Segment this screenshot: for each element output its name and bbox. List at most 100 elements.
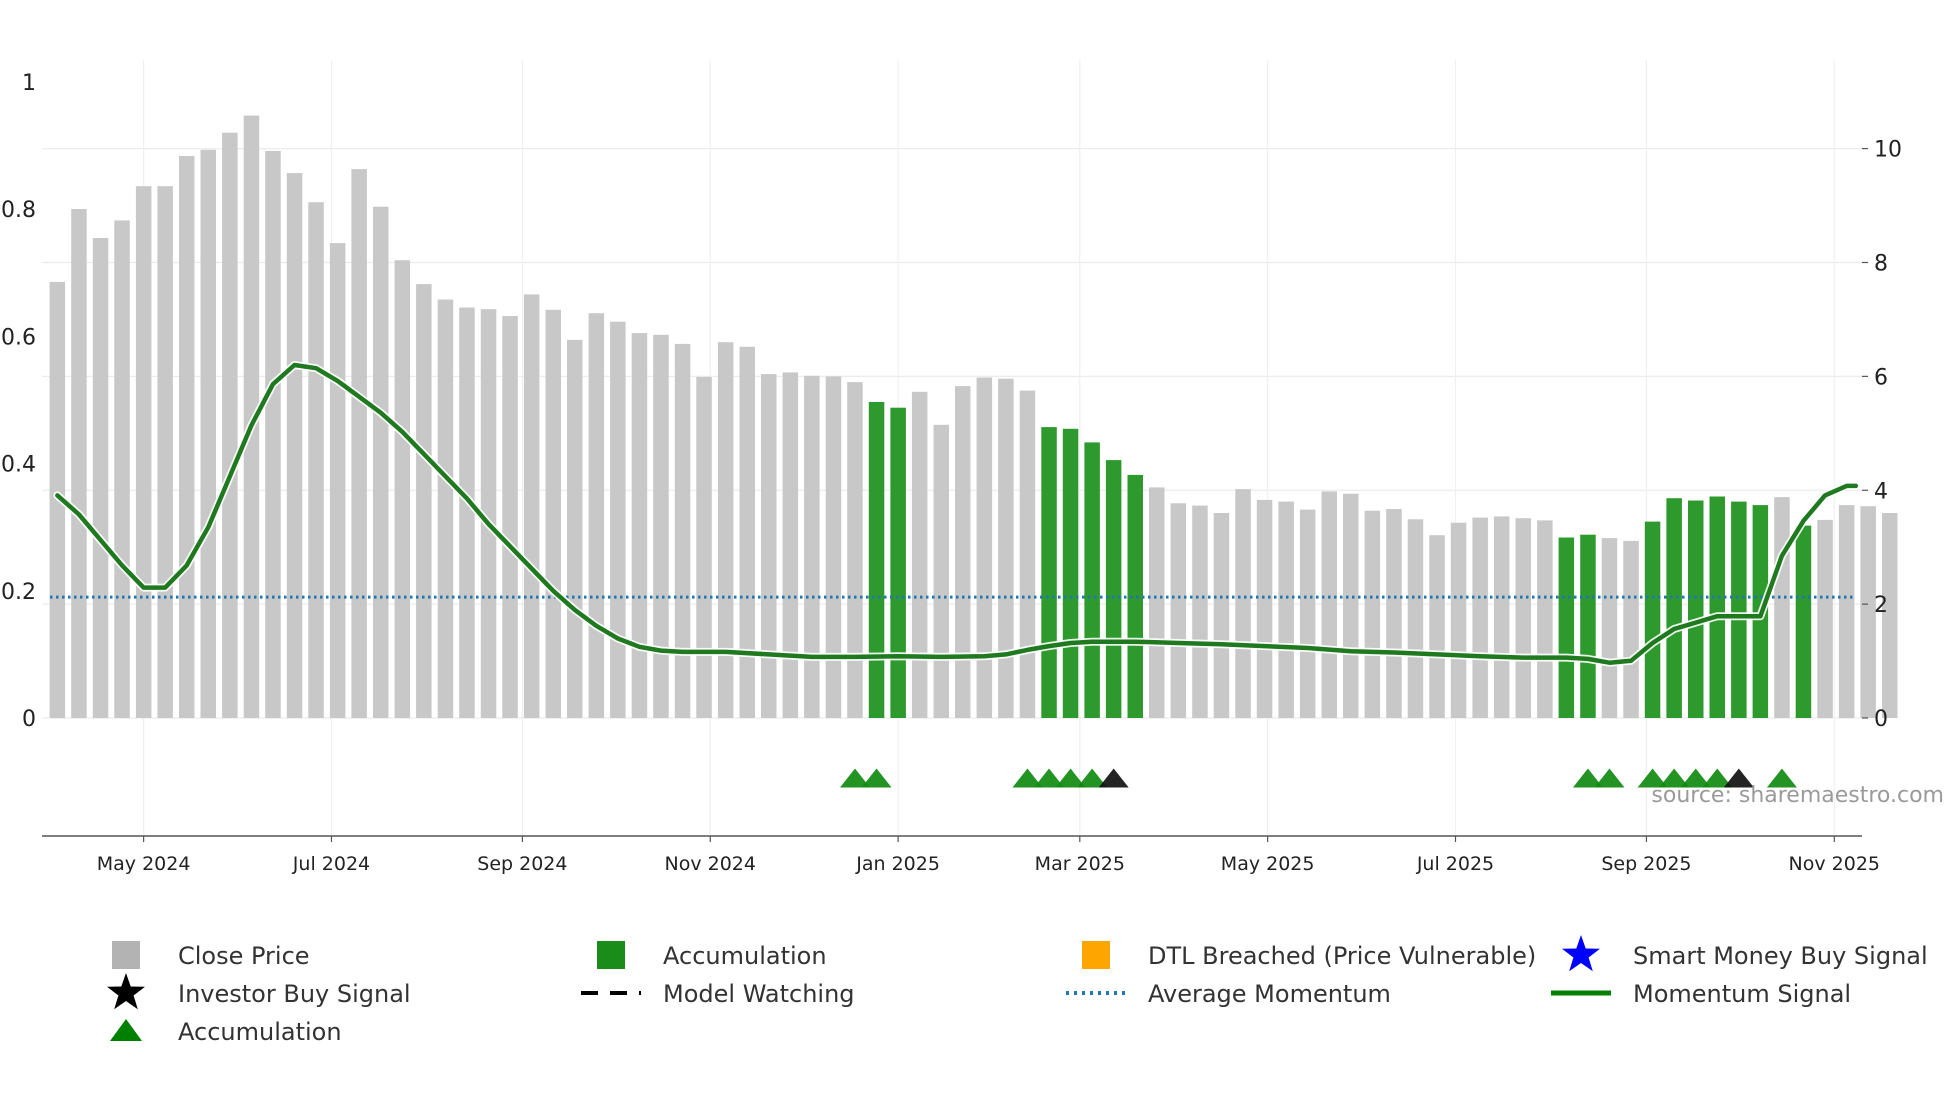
right-axis-tick-label: 10 <box>1874 138 1902 163</box>
accumulation-marker <box>1637 768 1668 788</box>
legend: Close Price Accumulation DTL Breached (Pri… <box>107 935 1928 1046</box>
legend-label: Momentum Signal <box>1633 980 1851 1008</box>
close-price-bar <box>523 294 540 718</box>
accumulation-bar <box>1580 534 1596 718</box>
x-axis-tick-label: Jan 2025 <box>855 853 940 875</box>
close-price-bar <box>459 307 475 718</box>
accumulation-bar <box>1795 525 1812 718</box>
close-price-bar <box>911 391 928 718</box>
accumulation-bar <box>1084 442 1100 718</box>
close-price-bar <box>135 186 152 718</box>
close-price-bar <box>200 149 216 719</box>
close-price-bar <box>653 334 669 718</box>
close-price-bar <box>222 132 238 718</box>
x-axis-tick-label: May 2024 <box>97 853 191 875</box>
accumulation-bar <box>1127 474 1143 718</box>
close-price-bar <box>502 316 518 718</box>
close-price-bar <box>286 173 303 719</box>
x-axis-tick-label: Jul 2024 <box>292 853 370 875</box>
legend-label: Accumulation <box>178 1018 342 1046</box>
price-bars <box>49 115 1898 719</box>
right-axis-tick-label: 0 <box>1874 707 1888 732</box>
accumulation-bar <box>890 407 906 718</box>
close-price-bar <box>329 243 346 718</box>
right-axis-tick-label: 8 <box>1874 252 1888 277</box>
close-price-bar <box>998 378 1014 718</box>
close-price-bar <box>71 209 87 718</box>
legend-label: Model Watching <box>663 980 855 1008</box>
close-price-bar <box>1882 513 1898 718</box>
close-price-bar <box>1838 505 1855 718</box>
close-price-bar <box>1472 517 1488 718</box>
momentum-lines <box>50 361 1860 667</box>
close-price-bar <box>761 374 777 718</box>
close-price-bar <box>1343 493 1359 718</box>
legend-label: DTL Breached (Price Vulnerable) <box>1148 942 1536 970</box>
x-axis-tick-label: Nov 2025 <box>1789 853 1880 875</box>
close-price-bar <box>955 386 971 718</box>
accumulation-bar <box>1062 428 1079 718</box>
legend-label: Smart Money Buy Signal <box>1633 942 1928 970</box>
close-price-bar <box>437 299 454 718</box>
close-price-bar <box>782 372 799 718</box>
accumulation-bar <box>1558 537 1575 718</box>
close-price-bar <box>1278 501 1294 718</box>
close-price-bar <box>804 375 820 718</box>
accumulation-marker <box>1766 768 1797 788</box>
accumulation-marker <box>1012 768 1043 788</box>
close-price-bar <box>976 377 993 718</box>
x-axis-tick-label: Sep 2024 <box>477 853 567 875</box>
signal-markers <box>839 768 1797 788</box>
accumulation-marker <box>1034 768 1065 788</box>
legend-square-icon <box>112 941 140 969</box>
accumulation-bar <box>1644 521 1661 718</box>
close-price-bar <box>933 424 949 718</box>
left-axis-tick-label: 0.2 <box>1 580 36 605</box>
close-price-bar <box>308 202 324 718</box>
right-axis-tick-label: 2 <box>1874 593 1888 618</box>
legend-square-icon <box>1082 941 1110 969</box>
accumulation-bar <box>1041 427 1057 718</box>
left-axis-tick-label: 1 <box>22 71 36 96</box>
close-price-bar <box>1170 503 1187 718</box>
left-axis-tick-label: 0.4 <box>1 453 36 478</box>
legend-label: Close Price <box>178 942 310 970</box>
close-price-bar <box>1407 519 1424 718</box>
close-price-bar <box>1019 390 1036 718</box>
legend-star-icon <box>1562 935 1600 972</box>
close-price-bar <box>588 313 605 718</box>
close-price-bar <box>480 309 497 718</box>
close-price-bar <box>373 206 389 718</box>
x-axis-tick-label: Nov 2024 <box>665 853 756 875</box>
x-axis-tick-label: Sep 2025 <box>1601 853 1691 875</box>
close-price-bar <box>1774 497 1790 718</box>
close-price-bar <box>696 376 712 718</box>
close-price-bar <box>1860 506 1876 718</box>
close-price-bar <box>179 156 195 718</box>
close-price-bar <box>545 309 561 718</box>
close-price-bar <box>1493 516 1510 718</box>
close-price-bar <box>1537 520 1553 718</box>
legend-label: Investor Buy Signal <box>178 980 411 1008</box>
close-price-bar <box>631 333 648 718</box>
close-price-bar <box>416 284 432 718</box>
x-axis-tick-label: Mar 2025 <box>1035 853 1125 875</box>
close-price-bar <box>847 382 863 718</box>
close-price-bar <box>1601 538 1618 718</box>
accumulation-marker <box>861 768 892 788</box>
accumulation-marker <box>1659 768 1690 788</box>
close-price-bar <box>1299 509 1316 718</box>
close-price-bar <box>351 169 367 719</box>
close-price-bar <box>1450 522 1467 718</box>
close-price-bar <box>567 339 583 718</box>
close-price-bar <box>1515 518 1531 718</box>
accumulation-bar <box>868 402 885 718</box>
legend-label: Accumulation <box>663 942 827 970</box>
close-price-bar <box>610 321 626 718</box>
left-axis-tick-label: 0 <box>22 707 36 732</box>
close-price-bar <box>1364 510 1381 718</box>
close-price-bar <box>1321 491 1337 718</box>
accumulation-marker <box>1055 768 1086 788</box>
